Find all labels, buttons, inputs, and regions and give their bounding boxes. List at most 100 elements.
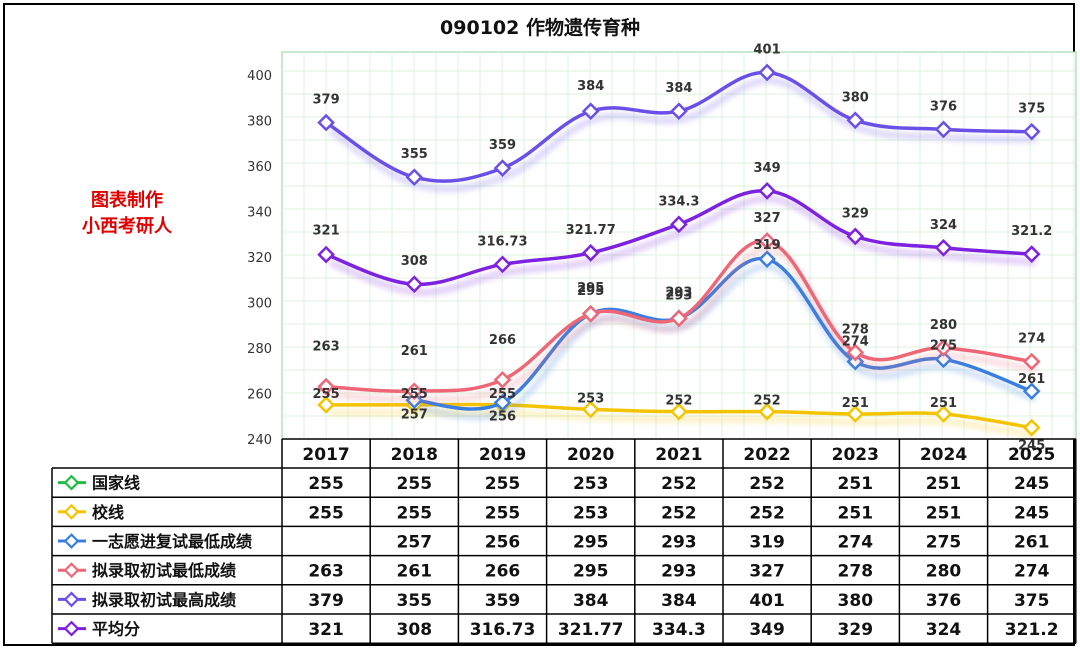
table-cell: 316.73 <box>470 620 536 640</box>
table-cell: 355 <box>397 591 433 611</box>
data-point <box>493 370 512 389</box>
series-4 <box>317 63 1041 193</box>
legend-item: 一志愿进复试最低成绩 <box>58 532 252 551</box>
data-label: 316.73 <box>477 234 527 249</box>
table-cell: 278 <box>838 562 874 582</box>
legend-item: 校线 <box>58 503 124 522</box>
legend-marker <box>63 591 80 608</box>
data-label: 255 <box>313 387 340 402</box>
data-label: 293 <box>665 285 692 300</box>
data-point <box>846 227 865 246</box>
y-tick-label: 360 <box>247 160 272 175</box>
table-cell: 251 <box>926 474 962 494</box>
table-cell: 252 <box>749 503 785 523</box>
table-cell: 252 <box>749 474 785 494</box>
data-label: 329 <box>842 206 869 221</box>
data-point <box>670 215 688 234</box>
legend-marker <box>63 562 80 579</box>
table-header-year: 2019 <box>479 445 526 465</box>
data-label: 384 <box>665 81 692 96</box>
y-tick-label: 400 <box>247 69 272 84</box>
data-point <box>405 382 424 401</box>
data-point <box>493 255 512 274</box>
data-point <box>581 304 600 323</box>
legend-label: 拟录取初试最低成绩 <box>92 561 236 580</box>
y-tick-label: 380 <box>247 114 272 129</box>
table-header-year: 2022 <box>743 445 790 465</box>
legend-label: 拟录取初试最高成绩 <box>92 590 236 609</box>
table-header-year: 2025 <box>1008 445 1055 465</box>
legend-item: 拟录取初试最高成绩 <box>58 590 236 609</box>
table-cell: 324 <box>926 620 962 640</box>
data-label: 321.2 <box>1011 224 1052 239</box>
data-point <box>934 339 953 357</box>
data-label: 349 <box>754 161 781 176</box>
data-label: 359 <box>489 138 516 153</box>
legend-marker <box>63 620 80 637</box>
table-cell: 274 <box>838 533 874 553</box>
legend-item: 平均分 <box>58 620 140 639</box>
data-point <box>493 393 512 412</box>
data-label: 295 <box>577 284 604 299</box>
table-cell: 252 <box>661 503 697 523</box>
data-point <box>581 244 600 262</box>
chart-title: 090102 作物遗传育种 <box>440 16 640 39</box>
data-point <box>405 168 424 187</box>
table-cell: 349 <box>749 620 785 640</box>
table-cell: 384 <box>573 591 609 611</box>
data-point <box>758 232 776 250</box>
table-cell: 251 <box>838 474 874 494</box>
table-header-year: 2020 <box>567 445 614 465</box>
data-label: 255 <box>489 387 516 402</box>
data-label: 263 <box>313 340 340 355</box>
series-line-shadow <box>329 245 1037 403</box>
data-label: 375 <box>1018 102 1045 117</box>
data-table: 2017 2018 2019 2020 2021 2022 2023 2024 2025 国家线 2… <box>51 438 1077 644</box>
data-point <box>670 402 688 421</box>
table-cell: 293 <box>661 533 697 553</box>
table-cell: 255 <box>308 503 344 523</box>
data-point <box>1022 245 1041 263</box>
table-cell: 245 <box>1014 503 1050 523</box>
watermark-line-2: 小西考研人 <box>82 215 173 237</box>
data-label: 379 <box>313 93 340 108</box>
table-header-year: 2018 <box>391 445 438 465</box>
data-label: 376 <box>930 99 957 114</box>
table-header-year: 2024 <box>920 445 967 465</box>
data-label: 252 <box>665 394 692 409</box>
table-cell: 253 <box>573 474 609 494</box>
table-cell: 334.3 <box>652 620 706 640</box>
table-cell: 295 <box>573 562 609 582</box>
data-point <box>846 111 865 130</box>
data-label: 261 <box>401 344 428 359</box>
table-cell: 380 <box>838 591 874 611</box>
data-point <box>405 275 424 294</box>
table-cell: 266 <box>485 562 521 582</box>
data-label: 278 <box>842 322 869 337</box>
table-cell: 293 <box>661 562 697 582</box>
watermark-line-1: 图表制作 <box>91 189 163 211</box>
table-header-year: 2021 <box>655 445 702 465</box>
data-label: 255 <box>401 387 428 402</box>
data-point <box>1022 122 1041 141</box>
table-cell: 321.2 <box>1005 620 1059 640</box>
series-5 <box>317 182 1041 296</box>
data-point <box>670 102 688 121</box>
data-point <box>846 343 865 362</box>
series-line <box>326 239 1032 394</box>
table-cell: 379 <box>308 591 344 611</box>
table-cell: 263 <box>308 562 344 582</box>
series-line-shadow <box>328 77 1036 193</box>
table-cell: 274 <box>1014 562 1050 582</box>
data-label: 308 <box>401 254 428 269</box>
legend-label: 平均分 <box>92 620 140 639</box>
table-cell: 255 <box>397 503 433 523</box>
data-label: 245 <box>1018 439 1045 454</box>
legend-marker <box>63 474 80 491</box>
y-tick-label: 340 <box>247 205 272 220</box>
table-cell: 261 <box>397 562 433 582</box>
table-cell: 253 <box>573 503 609 523</box>
table-cell: 384 <box>661 591 697 611</box>
data-point <box>758 63 776 82</box>
table-cell: 359 <box>485 591 521 611</box>
